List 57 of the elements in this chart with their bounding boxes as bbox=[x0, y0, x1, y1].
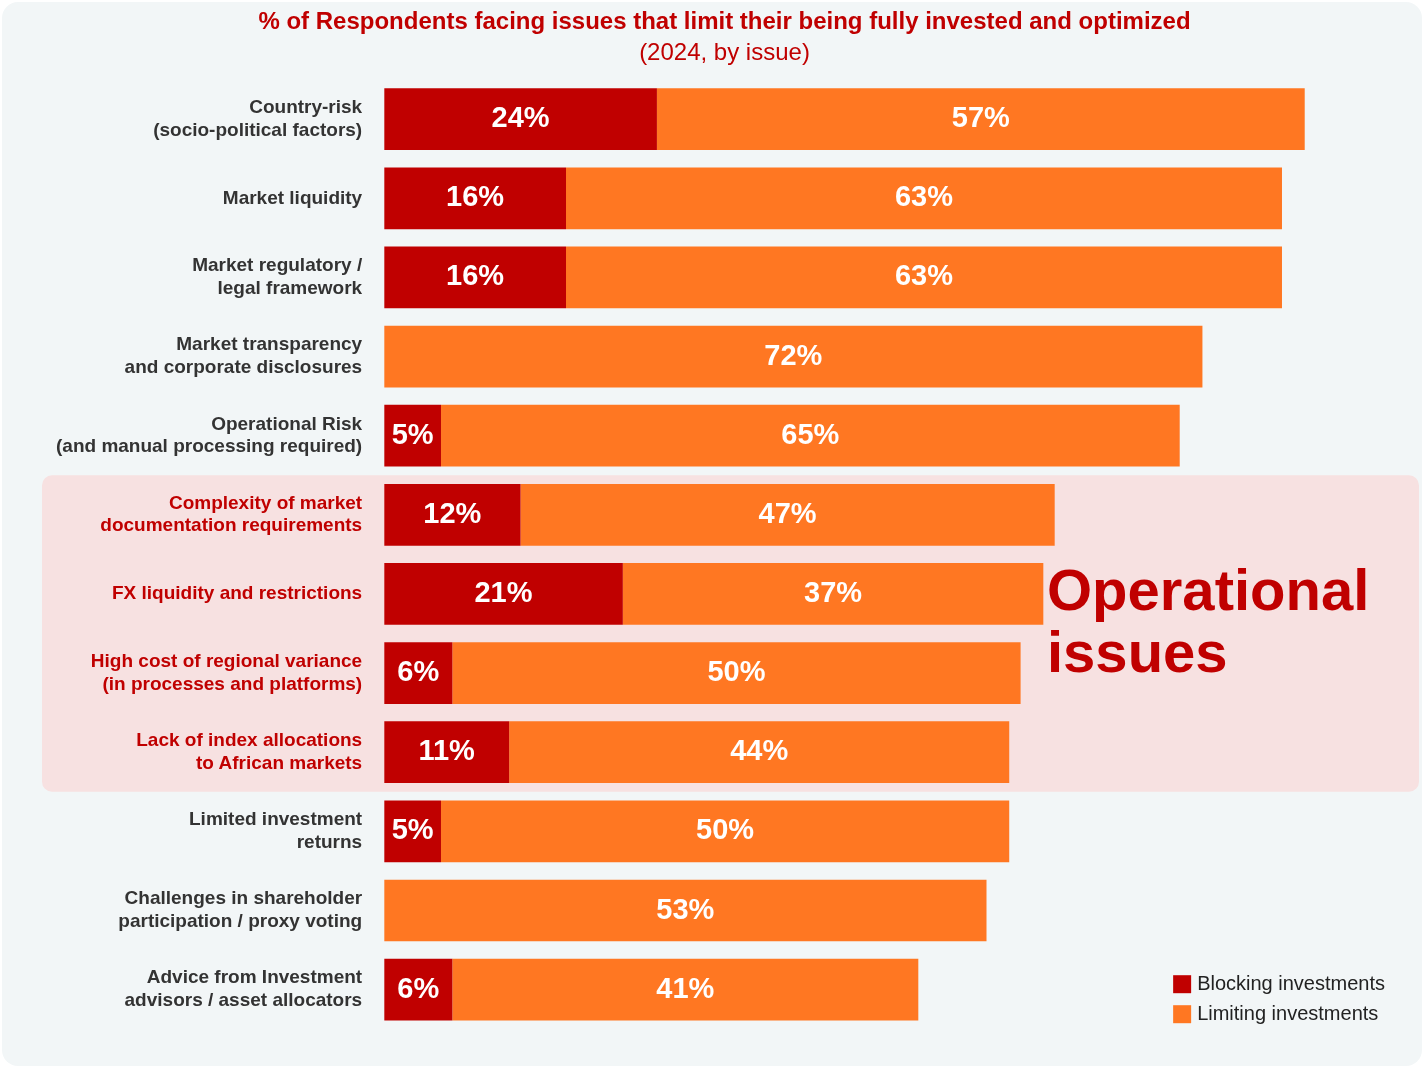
bar bbox=[384, 563, 623, 625]
y-tick-label: FX liquidity and restrictions bbox=[111, 582, 363, 604]
bar bbox=[384, 167, 567, 230]
data-label: 63% bbox=[894, 180, 954, 213]
data-label: 65% bbox=[781, 417, 840, 450]
bar bbox=[566, 246, 1282, 309]
data-label: 16% bbox=[446, 180, 505, 213]
y-tick-label: High cost of regional variance (in processes and platforms) bbox=[90, 649, 363, 694]
y-tick-label: Market transparency and corporate disclosures bbox=[124, 333, 363, 378]
bar bbox=[520, 483, 1055, 546]
bar bbox=[384, 325, 1203, 388]
y-tick-label: Operational Risk (and manual processing required) bbox=[56, 412, 363, 457]
bar bbox=[384, 483, 521, 546]
bar bbox=[441, 800, 1010, 863]
y-tick-label: Challenges in shareholder participation / proxy voting bbox=[118, 887, 363, 932]
y-tick-label: Market regulatory / legal framework bbox=[192, 254, 363, 299]
bar bbox=[509, 721, 1010, 784]
data-label: 50% bbox=[696, 813, 755, 846]
data-label: 21% bbox=[474, 575, 533, 608]
data-label: 72% bbox=[764, 338, 823, 371]
y-tick-label: Limited investment returns bbox=[189, 808, 363, 852]
bar bbox=[384, 879, 987, 942]
bar bbox=[566, 167, 1282, 230]
y-tick-label: Advice from Investment advisors / asset allocators bbox=[124, 966, 363, 1011]
bar bbox=[384, 88, 657, 151]
band-label: Operational issues bbox=[1047, 556, 1370, 684]
chart-title: % of Respondents facing issues that limit their being fully invested and optimized bbox=[258, 7, 1191, 35]
data-label: 57% bbox=[951, 101, 1011, 134]
bar bbox=[384, 721, 510, 784]
data-label: 37% bbox=[804, 575, 863, 608]
data-label: 47% bbox=[758, 496, 817, 529]
data-label: 50% bbox=[707, 655, 766, 688]
y-tick-label: Country-risk (socio-political factors) bbox=[153, 96, 363, 140]
data-label: 24% bbox=[491, 101, 550, 134]
bar bbox=[384, 246, 567, 309]
data-label: 63% bbox=[894, 259, 954, 292]
bar bbox=[452, 642, 1021, 704]
data-label: 6% bbox=[397, 971, 440, 1004]
bar bbox=[452, 958, 919, 1021]
y-tick-label: Complexity of market documentation requirements bbox=[100, 491, 363, 536]
bar bbox=[656, 88, 1305, 151]
data-label: 41% bbox=[656, 971, 715, 1004]
data-label: 5% bbox=[391, 813, 434, 846]
y-tick-label: Lack of index allocations to African markets bbox=[136, 729, 363, 773]
legend-label: Limiting investments bbox=[1197, 1001, 1379, 1024]
data-label: 11% bbox=[418, 734, 476, 767]
data-label: 44% bbox=[730, 734, 789, 767]
y-tick-label: Market liquidity bbox=[222, 186, 363, 208]
data-label: 6% bbox=[397, 655, 440, 688]
data-label: 16% bbox=[446, 259, 505, 292]
data-label: 53% bbox=[656, 892, 715, 925]
chart-subtitle: (2024, by issue) bbox=[639, 37, 810, 65]
bar bbox=[441, 404, 1180, 467]
data-label: 5% bbox=[391, 417, 434, 450]
data-label: 12% bbox=[423, 496, 482, 529]
legend-label: Blocking investments bbox=[1197, 971, 1386, 994]
bar bbox=[622, 563, 1044, 625]
